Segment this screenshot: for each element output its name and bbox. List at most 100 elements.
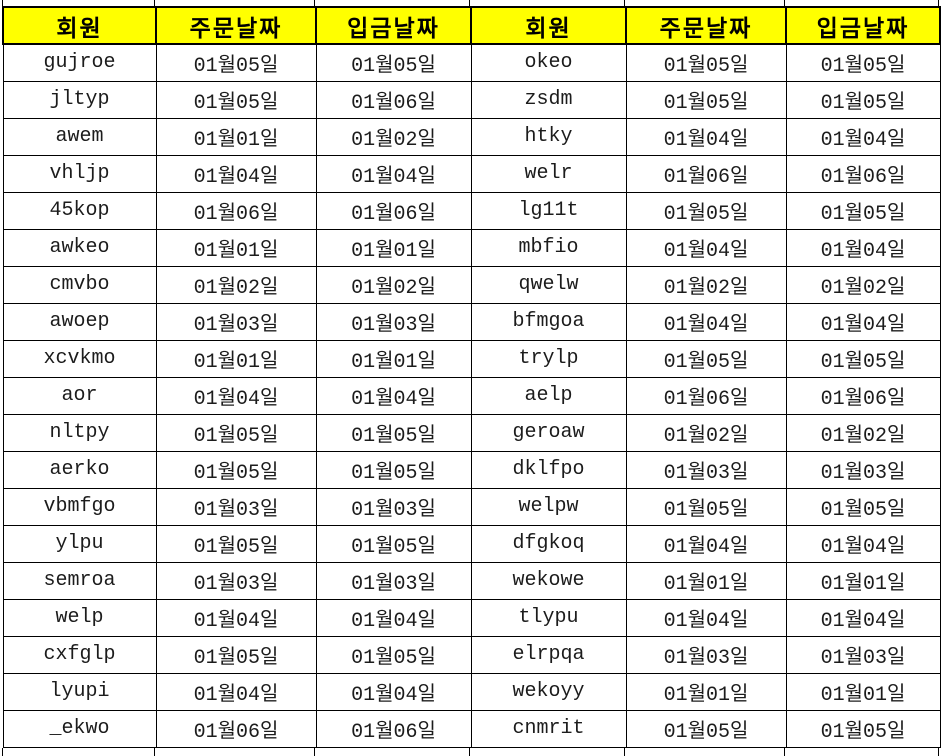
deposit-date-cell[interactable]: 01월04일 — [785, 524, 941, 563]
member-cell[interactable]: bfmgoa — [470, 302, 627, 341]
deposit-date-cell[interactable]: 01월04일 — [315, 376, 472, 415]
member-cell[interactable]: 45kop — [2, 191, 157, 230]
deposit-date-cell[interactable]: 01월02일 — [315, 265, 472, 304]
header-order-date-left[interactable]: 주문날짜 — [155, 6, 317, 45]
order-date-cell[interactable]: 01월04일 — [155, 598, 317, 637]
deposit-date-cell[interactable]: 01월05일 — [315, 635, 472, 674]
header-deposit-date-left[interactable]: 입금날짜 — [315, 6, 472, 45]
member-cell[interactable]: elrpqa — [470, 635, 627, 674]
order-date-cell[interactable]: 01월04일 — [155, 376, 317, 415]
order-date-cell[interactable]: 01월01일 — [625, 561, 787, 600]
deposit-date-cell[interactable]: 01월04일 — [315, 154, 472, 193]
order-date-cell[interactable]: 01월04일 — [625, 598, 787, 637]
deposit-date-cell[interactable]: 01월05일 — [785, 191, 941, 230]
deposit-date-cell[interactable]: 01월05일 — [315, 43, 472, 82]
order-date-cell[interactable]: 01월06일 — [155, 191, 317, 230]
member-cell[interactable]: _ekwo — [2, 709, 157, 748]
member-cell[interactable]: welp — [2, 598, 157, 637]
member-cell[interactable]: awoep — [2, 302, 157, 341]
order-date-cell[interactable]: 01월06일 — [625, 154, 787, 193]
member-cell[interactable]: welr — [470, 154, 627, 193]
header-order-date-right[interactable]: 주문날짜 — [625, 6, 787, 45]
deposit-date-cell[interactable]: 01월05일 — [785, 43, 941, 82]
order-date-cell[interactable]: 01월04일 — [625, 228, 787, 267]
deposit-date-cell[interactable]: 01월05일 — [315, 450, 472, 489]
member-cell[interactable]: okeo — [470, 43, 627, 82]
header-member-right[interactable]: 회원 — [470, 6, 627, 45]
member-cell[interactable]: awem — [2, 117, 157, 156]
member-cell[interactable]: jltyp — [2, 80, 157, 119]
deposit-date-cell[interactable]: 01월04일 — [785, 228, 941, 267]
deposit-date-cell[interactable]: 01월03일 — [315, 302, 472, 341]
deposit-date-cell[interactable]: 01월01일 — [315, 228, 472, 267]
deposit-date-cell[interactable]: 01월04일 — [315, 672, 472, 711]
deposit-date-cell[interactable]: 01월04일 — [315, 598, 472, 637]
member-cell[interactable]: htky — [470, 117, 627, 156]
deposit-date-cell[interactable]: 01월01일 — [785, 561, 941, 600]
order-date-cell[interactable]: 01월06일 — [155, 709, 317, 748]
order-date-cell[interactable]: 01월01일 — [625, 672, 787, 711]
deposit-date-cell[interactable]: 01월06일 — [315, 191, 472, 230]
deposit-date-cell[interactable]: 01월02일 — [315, 117, 472, 156]
order-date-cell[interactable]: 01월05일 — [155, 80, 317, 119]
deposit-date-cell[interactable]: 01월03일 — [785, 450, 941, 489]
member-cell[interactable]: wekoyy — [470, 672, 627, 711]
order-date-cell[interactable]: 01월05일 — [625, 191, 787, 230]
order-date-cell[interactable]: 01월06일 — [625, 376, 787, 415]
order-date-cell[interactable]: 01월03일 — [155, 487, 317, 526]
order-date-cell[interactable]: 01월01일 — [155, 117, 317, 156]
member-cell[interactable]: vbmfgo — [2, 487, 157, 526]
deposit-date-cell[interactable]: 01월03일 — [785, 635, 941, 674]
member-cell[interactable]: aelp — [470, 376, 627, 415]
order-date-cell[interactable]: 01월05일 — [625, 43, 787, 82]
order-date-cell[interactable]: 01월01일 — [155, 339, 317, 378]
order-date-cell[interactable]: 01월04일 — [625, 117, 787, 156]
member-cell[interactable]: ylpu — [2, 524, 157, 563]
deposit-date-cell[interactable]: 01월06일 — [315, 80, 472, 119]
member-cell[interactable]: lyupi — [2, 672, 157, 711]
deposit-date-cell[interactable]: 01월01일 — [315, 339, 472, 378]
order-date-cell[interactable]: 01월02일 — [625, 413, 787, 452]
order-date-cell[interactable]: 01월05일 — [625, 709, 787, 748]
member-cell[interactable]: gujroe — [2, 43, 157, 82]
order-date-cell[interactable]: 01월05일 — [625, 487, 787, 526]
deposit-date-cell[interactable]: 01월04일 — [785, 117, 941, 156]
order-date-cell[interactable]: 01월03일 — [625, 635, 787, 674]
member-cell[interactable]: wekowe — [470, 561, 627, 600]
member-cell[interactable]: lg11t — [470, 191, 627, 230]
member-cell[interactable]: awkeo — [2, 228, 157, 267]
order-date-cell[interactable]: 01월05일 — [625, 339, 787, 378]
deposit-date-cell[interactable]: 01월04일 — [785, 598, 941, 637]
order-date-cell[interactable]: 01월05일 — [155, 450, 317, 489]
member-cell[interactable]: xcvkmo — [2, 339, 157, 378]
deposit-date-cell[interactable]: 01월06일 — [785, 154, 941, 193]
order-date-cell[interactable]: 01월05일 — [155, 43, 317, 82]
order-date-cell[interactable]: 01월05일 — [155, 413, 317, 452]
order-date-cell[interactable]: 01월03일 — [155, 561, 317, 600]
member-cell[interactable]: nltpy — [2, 413, 157, 452]
member-cell[interactable]: welpw — [470, 487, 627, 526]
member-cell[interactable]: dklfpo — [470, 450, 627, 489]
deposit-date-cell[interactable]: 01월02일 — [785, 265, 941, 304]
member-cell[interactable]: qwelw — [470, 265, 627, 304]
deposit-date-cell[interactable]: 01월06일 — [315, 709, 472, 748]
header-deposit-date-right[interactable]: 입금날짜 — [785, 6, 941, 45]
member-cell[interactable]: geroaw — [470, 413, 627, 452]
order-date-cell[interactable]: 01월03일 — [155, 302, 317, 341]
order-date-cell[interactable]: 01월01일 — [155, 228, 317, 267]
member-cell[interactable]: zsdm — [470, 80, 627, 119]
order-date-cell[interactable]: 01월05일 — [155, 524, 317, 563]
deposit-date-cell[interactable]: 01월05일 — [785, 339, 941, 378]
deposit-date-cell[interactable]: 01월05일 — [785, 709, 941, 748]
deposit-date-cell[interactable]: 01월04일 — [785, 302, 941, 341]
order-date-cell[interactable]: 01월04일 — [155, 672, 317, 711]
deposit-date-cell[interactable]: 01월03일 — [315, 487, 472, 526]
deposit-date-cell[interactable]: 01월05일 — [315, 524, 472, 563]
order-date-cell[interactable]: 01월04일 — [155, 154, 317, 193]
order-date-cell[interactable]: 01월02일 — [625, 265, 787, 304]
order-date-cell[interactable]: 01월03일 — [625, 450, 787, 489]
order-date-cell[interactable]: 01월05일 — [155, 635, 317, 674]
order-date-cell[interactable]: 01월02일 — [155, 265, 317, 304]
deposit-date-cell[interactable]: 01월06일 — [785, 376, 941, 415]
order-date-cell[interactable]: 01월04일 — [625, 524, 787, 563]
